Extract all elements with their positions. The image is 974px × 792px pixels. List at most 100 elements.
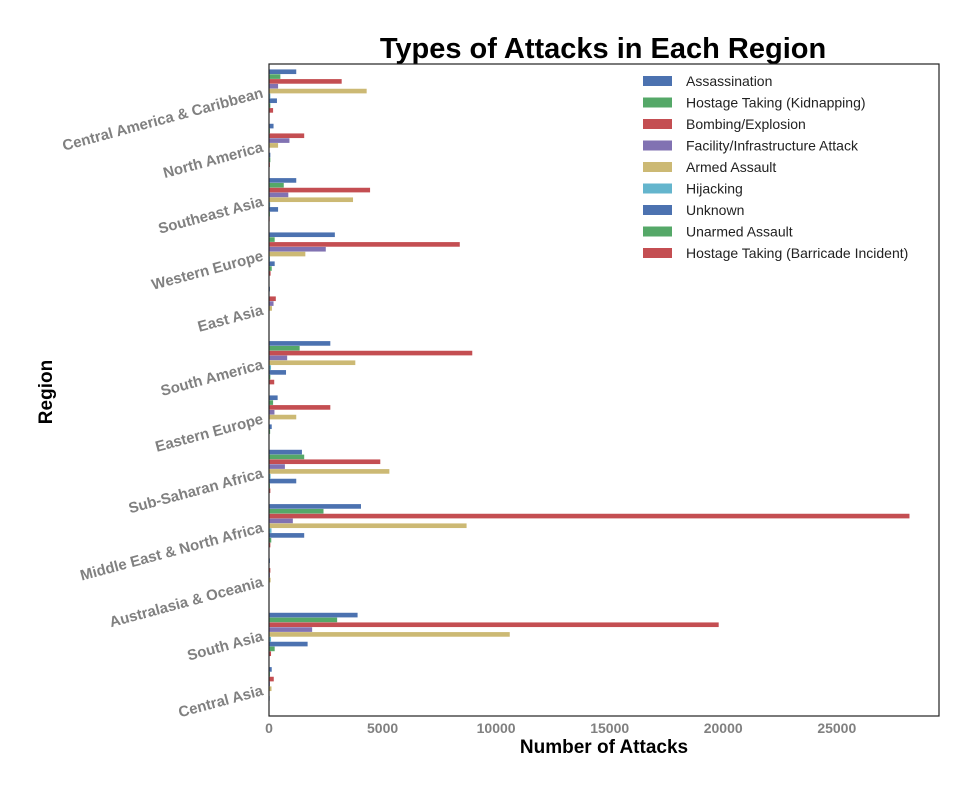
bar-unknown-5 [269, 370, 287, 375]
bar-hostage-taking-kidnapping--3 [269, 237, 275, 242]
legend-swatch [643, 183, 672, 194]
plot-frame [268, 63, 940, 717]
bar-hijacking-0 [269, 93, 271, 99]
x-tick-labels: 0 5000 10000 15000 20000 25000 [265, 720, 856, 736]
bar-assassination-10 [269, 612, 358, 618]
bar-assassination-0 [269, 69, 297, 75]
bar-hostage-taking-kidnapping--6 [269, 400, 274, 405]
y-tick-label: Western Europe [150, 248, 265, 294]
bar-hostage-taking-kidnapping--5 [269, 345, 300, 351]
legend-swatch [643, 205, 672, 215]
bar-unarmed-assault-1 [269, 157, 271, 163]
legend-label: Facility/Infrastructure Attack [686, 138, 859, 154]
y-tick-label: Middle East & North Africa [78, 519, 265, 584]
bar-bombing-explosion-0 [269, 79, 342, 84]
bar-unarmed-assault-3 [269, 266, 272, 271]
bar-assassination-5 [269, 341, 331, 346]
bar-armed-assault-6 [269, 414, 297, 420]
bar-unknown-6 [269, 424, 272, 430]
bar-armed-assault-4 [269, 306, 272, 311]
x-tick-label: 25000 [817, 720, 856, 736]
bar-bombing-explosion-2 [269, 187, 371, 193]
legend-label: Unknown [686, 202, 744, 218]
y-tick-label: Central America & Caribbean [61, 85, 265, 155]
bar-armed-assault-3 [269, 251, 306, 257]
bar-assassination-1 [269, 123, 274, 129]
bar-facility-infrastructure-attack-0 [269, 83, 279, 89]
y-tick-label: South America [159, 356, 266, 400]
bar-armed-assault-7 [269, 469, 390, 474]
bar-hostage-taking-kidnapping--10 [269, 617, 338, 623]
bar-hostage-taking-kidnapping--8 [269, 508, 324, 514]
x-tick-label: 20000 [704, 720, 743, 736]
legend-swatch [643, 97, 672, 108]
bar-bombing-explosion-10 [269, 622, 719, 628]
bar-bombing-explosion-1 [269, 133, 305, 139]
bar-hostage-taking-barricade-incident--8 [269, 542, 271, 548]
bar-bombing-explosion-8 [269, 513, 910, 519]
legend-swatch [643, 119, 672, 129]
bar-hostage-taking-barricade-incident--10 [269, 651, 272, 657]
y-tick-label: South Asia [185, 628, 265, 665]
bar-assassination-8 [269, 504, 361, 509]
legend-swatch [643, 76, 672, 86]
legend-swatch [643, 162, 672, 172]
bar-unarmed-assault-8 [269, 537, 272, 543]
plot-area [269, 64, 939, 716]
bar-armed-assault-9 [269, 577, 271, 583]
bar-bombing-explosion-11 [269, 676, 274, 682]
legend-label: Hijacking [686, 181, 743, 197]
bar-hostage-taking-kidnapping--7 [269, 454, 305, 460]
bar-hostage-taking-barricade-incident--7 [269, 488, 271, 494]
y-tick-label: Sub-Saharan Africa [127, 465, 266, 517]
bar-hijacking-7 [269, 473, 271, 479]
legend-label: Hostage Taking (Barricade Incident) [686, 245, 908, 261]
bar-facility-infrastructure-attack-8 [269, 518, 293, 524]
x-axis-label: Number of Attacks [520, 737, 688, 758]
bar-hostage-taking-barricade-incident--0 [269, 108, 274, 113]
bar-bombing-explosion-6 [269, 405, 331, 410]
bar-armed-assault-5 [269, 360, 356, 366]
bar-hostage-taking-barricade-incident--5 [269, 379, 275, 385]
legend-label: Armed Assault [686, 159, 776, 175]
bar-facility-infrastructure-attack-3 [269, 246, 326, 252]
legend-label: Assassination [686, 73, 772, 89]
y-tick-label: North America [161, 139, 265, 182]
legend-swatch [643, 140, 672, 151]
bar-bombing-explosion-4 [269, 296, 276, 302]
x-tick-label: 5000 [367, 720, 398, 736]
bar-hostage-taking-barricade-incident--3 [269, 271, 271, 276]
bar-assassination-11 [269, 667, 272, 672]
y-tick-label: Southeast Asia [156, 193, 265, 237]
bar-unarmed-assault-10 [269, 646, 275, 652]
legend-label: Unarmed Assault [686, 224, 793, 240]
bar-unknown-7 [269, 478, 297, 484]
legend-label: Hostage Taking (Kidnapping) [686, 95, 866, 111]
bar-unknown-0 [269, 98, 277, 104]
bar-unknown-1 [269, 152, 271, 158]
bar-bombing-explosion-5 [269, 350, 473, 356]
y-tick-label: Eastern Europe [154, 411, 265, 456]
y-tick-label: Australasia & Oceania [108, 573, 266, 631]
legend: Assassination Hostage Taking (Kidnapping)… [643, 73, 908, 261]
bar-facility-infrastructure-attack-6 [269, 409, 275, 415]
bar-assassination-3 [269, 232, 335, 238]
bar-unknown-8 [269, 533, 305, 538]
bar-facility-infrastructure-attack-10 [269, 627, 313, 632]
bar-bombing-explosion-7 [269, 459, 381, 465]
bar-hijacking-8 [269, 528, 272, 533]
x-tick-label: 15000 [590, 720, 629, 736]
x-tick-label: 0 [265, 720, 273, 736]
bar-facility-infrastructure-attack-5 [269, 355, 288, 361]
bars-group [269, 69, 910, 711]
bar-armed-assault-1 [269, 143, 279, 148]
y-axis-label: Region [36, 360, 57, 424]
legend-label: Bombing/Explosion [686, 116, 806, 132]
bar-assassination-6 [269, 395, 278, 401]
bar-hijacking-10 [269, 636, 272, 642]
bar-unknown-10 [269, 641, 308, 647]
chart-title: Types of Attacks in Each Region [380, 33, 826, 65]
bar-armed-assault-10 [269, 632, 510, 637]
